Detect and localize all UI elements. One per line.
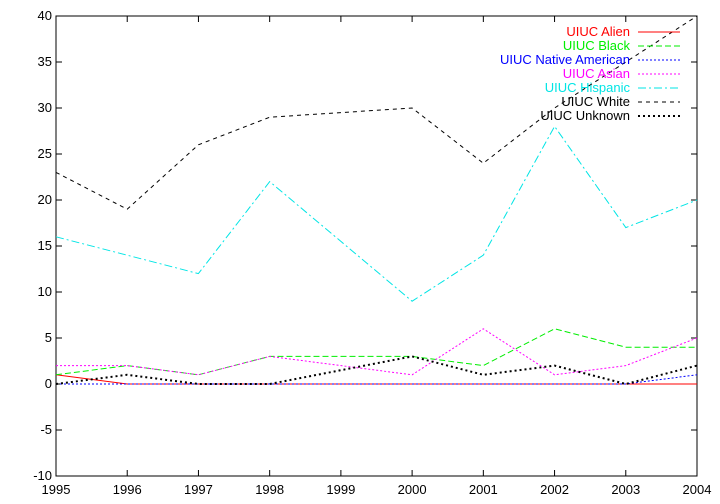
y-tick-label: 25 <box>38 146 52 161</box>
y-tick-label: 5 <box>45 330 52 345</box>
y-tick-label: -10 <box>33 468 52 483</box>
axes: -10 -5 0 5 10 15 20 25 30 35 40 1995 1996 1997 1998 199… <box>33 8 711 497</box>
x-tick-label: 1998 <box>255 482 284 497</box>
legend-label: UIUC Black <box>563 38 631 53</box>
plot-lines <box>55 15 698 386</box>
y-tick-label: 0 <box>45 376 52 391</box>
x-tick-label: 2003 <box>611 482 640 497</box>
y-tick-label: 35 <box>38 54 52 69</box>
x-tick-label: 2000 <box>398 482 427 497</box>
y-tick-label: 15 <box>38 238 52 253</box>
y-tick-label: 20 <box>38 192 52 207</box>
x-tick-label: 1997 <box>184 482 213 497</box>
y-tick-label: -5 <box>40 422 52 437</box>
legend-label: UIUC Hispanic <box>545 80 631 95</box>
legend-label: UIUC Native American <box>500 52 630 67</box>
series-line-4 <box>56 328 698 376</box>
y-tick-label: 40 <box>38 8 52 23</box>
x-tick-label: 1999 <box>326 482 355 497</box>
legend-label: UIUC White <box>561 94 630 109</box>
x-tick-label: 1996 <box>113 482 142 497</box>
series-line-2 <box>55 328 697 376</box>
legend-label: UIUC Alien <box>566 24 630 39</box>
y-tick-label: 30 <box>38 100 52 115</box>
x-tick-label: 1995 <box>42 482 71 497</box>
series-line-3 <box>56 374 698 385</box>
series-line-5 <box>55 125 698 302</box>
x-tick-label: 2001 <box>469 482 498 497</box>
y-tick-label: 10 <box>38 284 52 299</box>
series-line-1 <box>55 374 697 385</box>
legend-label: UIUC Unknown <box>540 108 630 123</box>
legend-label: UIUC Asian <box>563 66 630 81</box>
x-tick-label: 2002 <box>540 482 569 497</box>
x-tick-label: 2004 <box>683 482 712 497</box>
series-line-6 <box>55 15 698 210</box>
